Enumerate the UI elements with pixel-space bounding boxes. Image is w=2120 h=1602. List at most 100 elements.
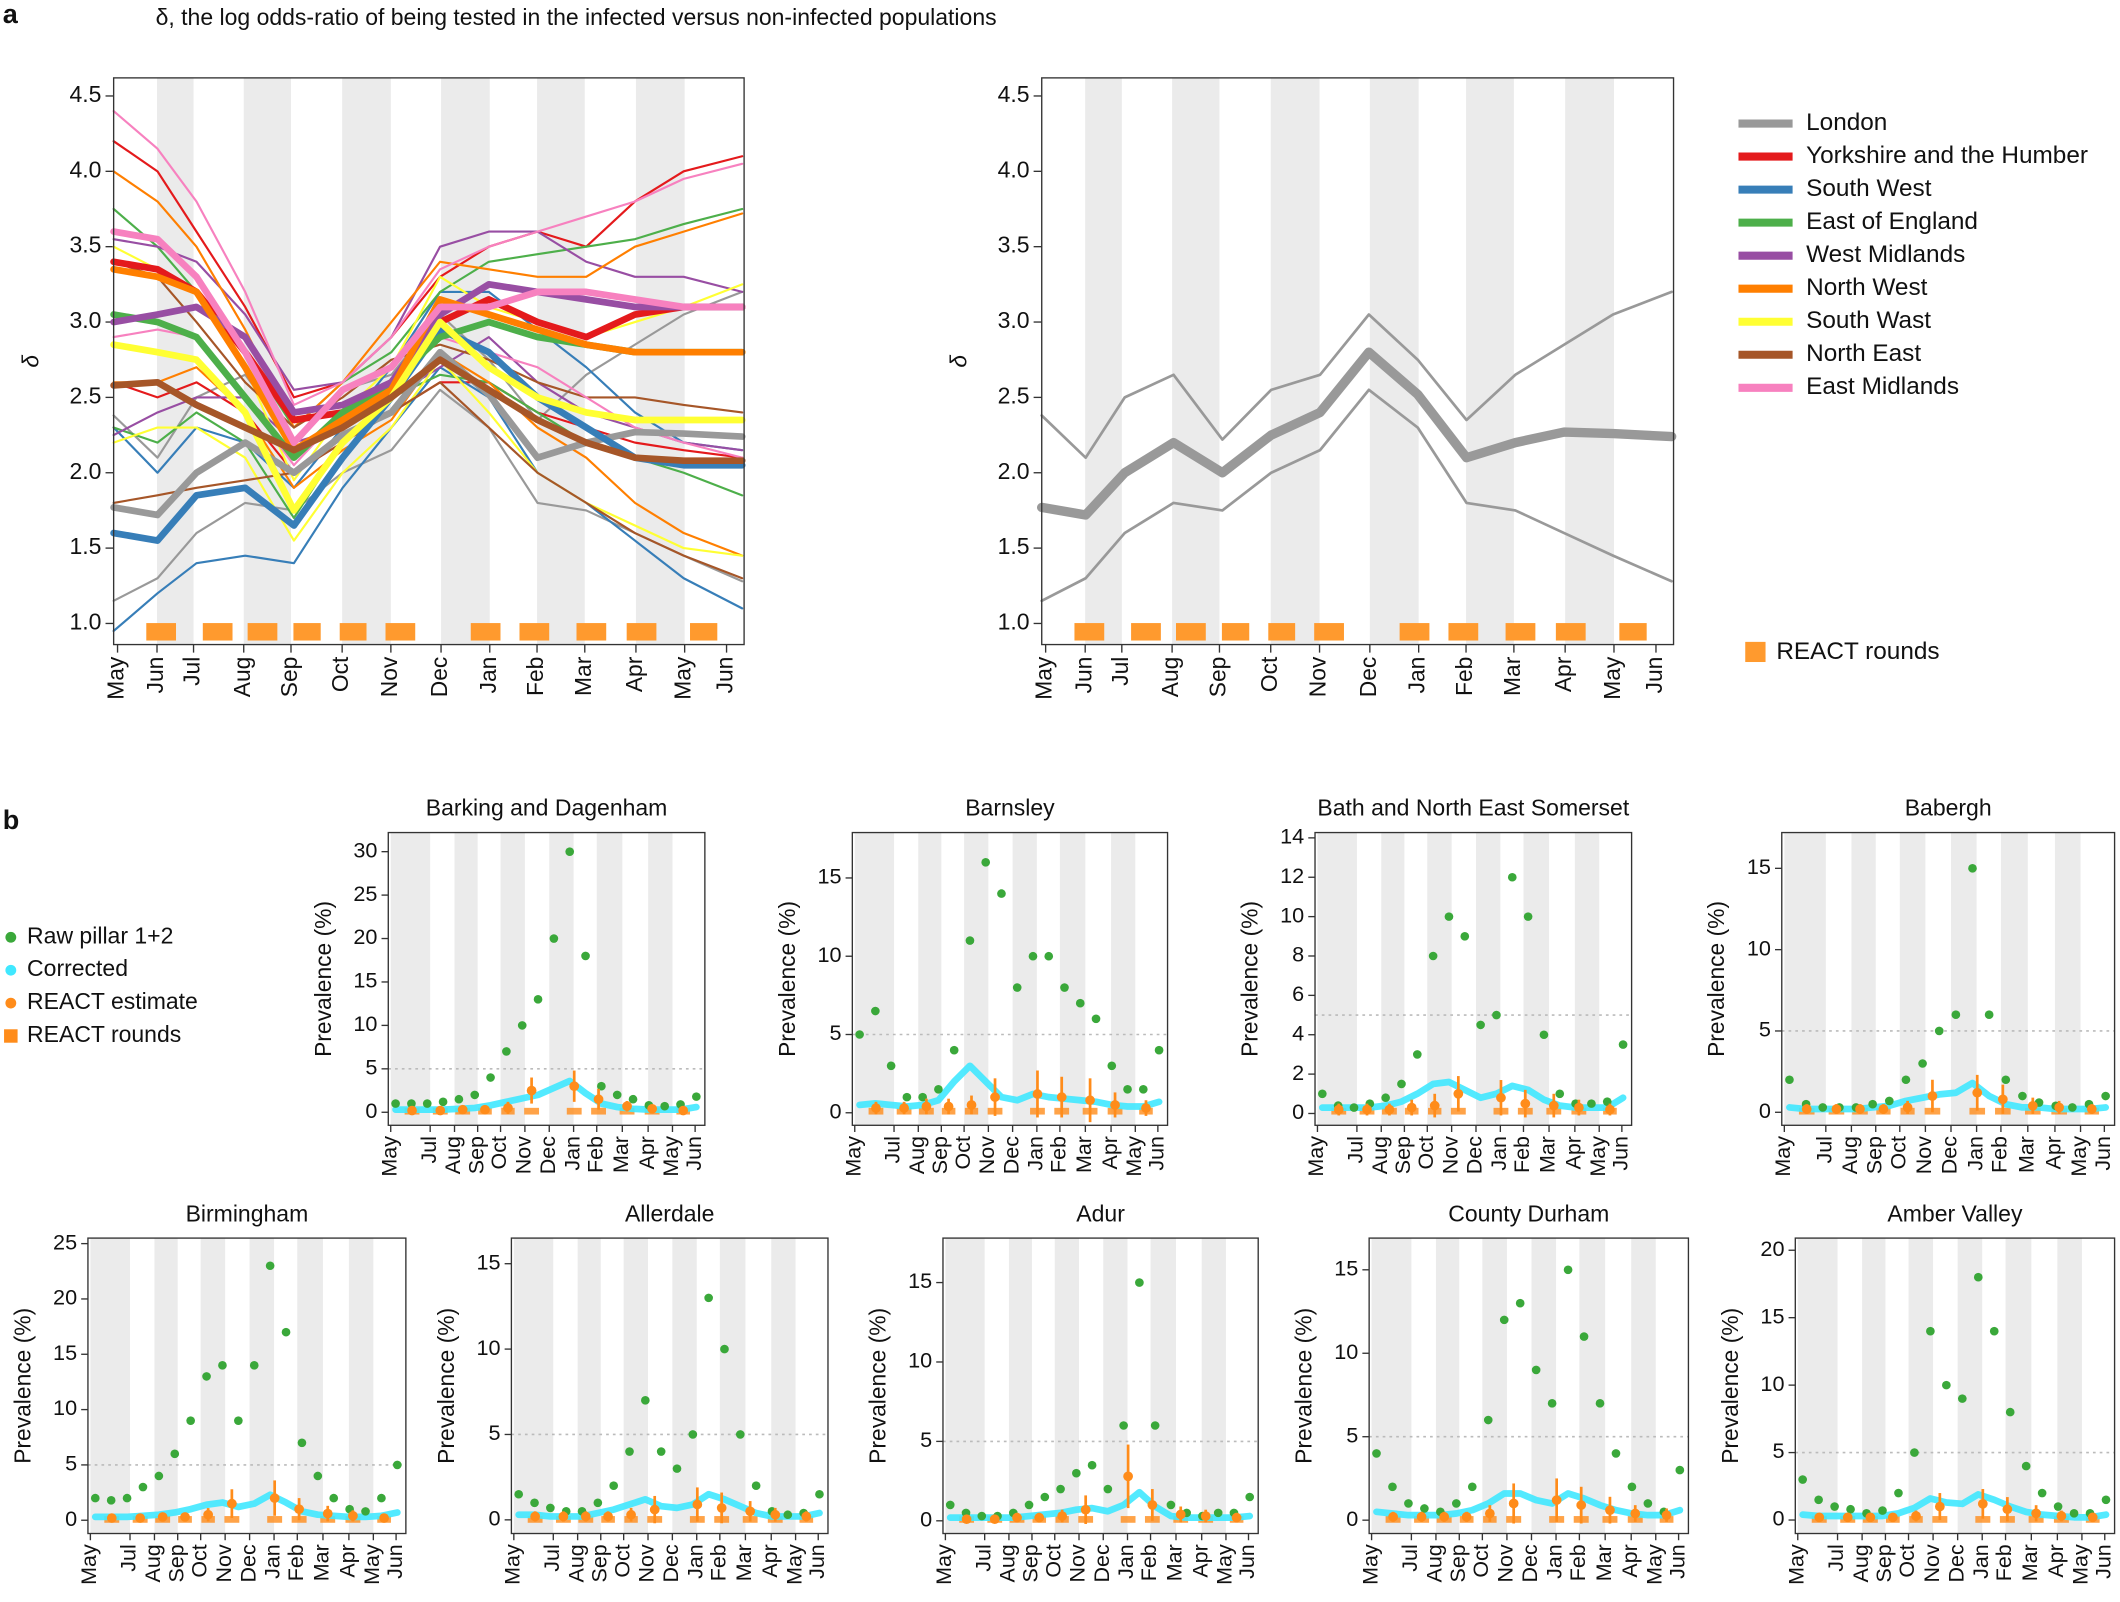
month-band <box>1531 1238 1557 1534</box>
raw-point <box>1060 983 1069 992</box>
raw-point <box>1103 1484 1113 1494</box>
y-tick-label: 20 <box>53 1285 77 1310</box>
raw-point <box>1579 1332 1589 1341</box>
plot-frame <box>112 77 745 646</box>
raw-point <box>502 1047 511 1056</box>
x-tick-label: May <box>1357 1544 1382 1585</box>
y-tick-label: 3.0 <box>70 307 102 333</box>
react-point <box>106 1513 117 1523</box>
y-tick-label: 10 <box>817 942 841 967</box>
month-band <box>348 1238 374 1534</box>
x-tick-label: Dec <box>1937 1136 1962 1174</box>
raw-point <box>154 1471 164 1481</box>
react-point <box>1416 1511 1427 1522</box>
legend-swatch <box>5 931 17 943</box>
react-point <box>1977 1499 1988 1509</box>
legend-label: South Wast <box>1806 307 1931 334</box>
x-tick-label: Jan <box>682 1544 707 1579</box>
raw-point <box>1372 1449 1381 1458</box>
react-point <box>1384 1104 1395 1115</box>
react-point <box>1831 1104 1842 1114</box>
y-axis-label: Prevalence (%) <box>9 1308 35 1464</box>
x-tick-label: Nov <box>211 1544 236 1582</box>
corrected-line <box>515 1490 823 1520</box>
x-tick-label: Oct <box>1256 656 1282 692</box>
react-round <box>470 623 501 641</box>
raw-point <box>628 1094 638 1104</box>
react-point <box>1406 1102 1417 1113</box>
x-tick-label: Nov <box>1919 1544 1944 1582</box>
raw-point <box>2068 1103 2077 1112</box>
raw-point <box>1154 1045 1164 1055</box>
y-tick-label: 15 <box>1760 1303 1784 1328</box>
ci-line <box>112 358 744 557</box>
plot-frame <box>387 831 706 1126</box>
raw-point <box>1926 1326 1935 1336</box>
react-point <box>649 1504 660 1515</box>
x-tick-label: Dec <box>658 1544 683 1582</box>
y-tick-label: 5 <box>365 1055 377 1080</box>
x-tick-label: May <box>1783 1544 1808 1585</box>
react-point <box>1887 1512 1898 1523</box>
x-tick-label: Sep <box>163 1544 188 1582</box>
react-point <box>1012 1512 1022 1523</box>
month-band <box>1565 77 1614 645</box>
x-tick-label: Nov <box>376 656 402 697</box>
raw-point <box>934 1084 943 1094</box>
raw-point <box>2021 1461 2031 1471</box>
raw-point <box>720 1344 729 1354</box>
raw-point <box>945 1500 955 1510</box>
plot-frame <box>1781 831 2116 1126</box>
x-tick-label: Dec <box>1943 1544 1968 1582</box>
raw-point <box>1072 1468 1081 1478</box>
month-band <box>1908 1238 1934 1534</box>
raw-point <box>186 1416 195 1425</box>
react-point <box>1453 1088 1464 1099</box>
react-point <box>322 1508 333 1519</box>
x-tick-label: Aug <box>229 657 255 698</box>
raw-point <box>751 1481 761 1490</box>
y-tick-label: 3.5 <box>998 232 1030 258</box>
raw-point <box>1523 912 1533 921</box>
legend-label: North West <box>1806 274 1928 301</box>
legend-label: West Midlands <box>1806 241 1965 268</box>
raw-point <box>1135 1278 1144 1287</box>
x-tick-label: Nov <box>1305 656 1331 697</box>
x-tick-label: Apr <box>1560 1136 1585 1169</box>
react-point <box>961 1514 972 1525</box>
react-point <box>457 1104 468 1115</box>
raw-point <box>1499 1315 1509 1325</box>
react-point <box>1034 1512 1045 1523</box>
y-tick-label: 0 <box>920 1507 932 1532</box>
react-point <box>1496 1092 1506 1103</box>
y-tick-label: 25 <box>53 1229 77 1254</box>
react-point <box>1801 1104 1812 1114</box>
x-tick-label: Oct <box>327 656 353 692</box>
raw-point <box>660 1101 670 1111</box>
y-tick-label: 10 <box>1334 1339 1358 1364</box>
react-point <box>1934 1501 1945 1512</box>
x-tick-label: Oct <box>1885 1136 1910 1169</box>
x-tick-label: Jul <box>416 1136 441 1163</box>
raw-point <box>297 1438 307 1448</box>
month-band <box>854 832 895 1126</box>
react-point <box>1814 1512 1825 1523</box>
month-band <box>719 1238 746 1534</box>
react-round <box>1555 623 1586 641</box>
raw-point <box>1119 1421 1128 1430</box>
react-point <box>1548 1100 1559 1111</box>
plot-frame <box>510 1237 829 1535</box>
y-tick-label: 20 <box>1760 1236 1784 1261</box>
month-band <box>1475 832 1501 1126</box>
month-band <box>1579 1238 1606 1534</box>
x-tick-label: Jun <box>1664 1544 1689 1579</box>
react-point <box>180 1512 190 1522</box>
month-band <box>1482 1238 1507 1534</box>
raw-point <box>1894 1488 1903 1498</box>
plot-frame <box>1041 77 1675 646</box>
raw-point <box>2069 1508 2079 1518</box>
x-tick-label: May <box>103 656 129 700</box>
x-tick-label: Jan <box>1404 657 1430 694</box>
